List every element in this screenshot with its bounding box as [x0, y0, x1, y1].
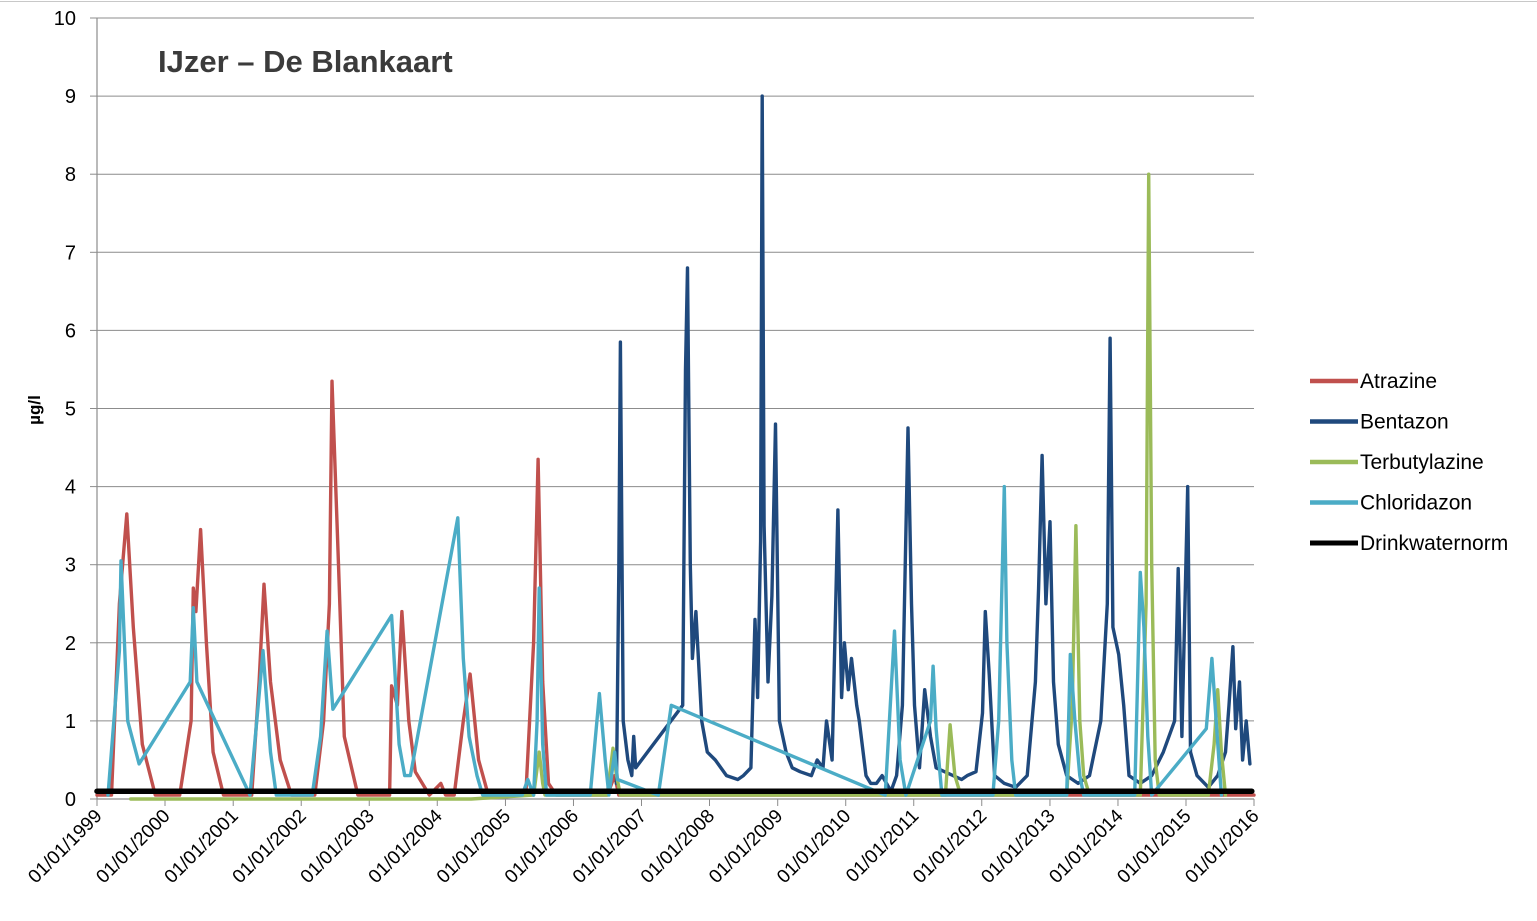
legend: Atrazine Bentazon Terbutylazine Chloridazon…	[1310, 370, 1508, 555]
legend-label: Drinkwaternorm	[1360, 532, 1508, 555]
y-tick-labels: 0 1 2 3 4 5 6 7 8 9 10	[54, 8, 76, 811]
y-axis-label: µg/l	[25, 395, 44, 425]
legend-label: Bentazon	[1360, 411, 1449, 434]
axes	[90, 17, 1255, 806]
y-tick-label: 0	[65, 789, 76, 811]
y-tick-label: 1	[65, 711, 76, 733]
y-tick-label: 2	[65, 633, 76, 655]
legend-label: Chloridazon	[1360, 492, 1472, 515]
y-tick-label: 3	[65, 555, 76, 577]
series-line-chloridazon	[106, 484, 1224, 797]
y-tick-label: 4	[65, 477, 76, 499]
chart-title: IJzer – De Blankaart	[158, 44, 453, 79]
gridlines	[97, 17, 1254, 722]
x-tick-label: 01/01/2010	[773, 806, 855, 888]
y-tick-label: 7	[65, 242, 76, 264]
series-line-bentazon	[614, 94, 1252, 793]
y-tick-label: 5	[65, 399, 76, 421]
y-tick-label: 9	[65, 86, 76, 108]
series-lines	[94, 94, 1256, 801]
y-tick-label: 8	[65, 164, 76, 186]
y-tick-label: 6	[65, 320, 76, 342]
top-border-line	[0, 1, 1537, 2]
y-tick-label: 10	[54, 8, 76, 30]
legend-label: Atrazine	[1360, 370, 1437, 393]
x-tick-label: 01/01/2016	[1181, 806, 1263, 888]
x-tick-labels: 01/01/199901/01/200001/01/200101/01/2002…	[24, 805, 1263, 887]
legend-label: Terbutylazine	[1360, 451, 1484, 474]
